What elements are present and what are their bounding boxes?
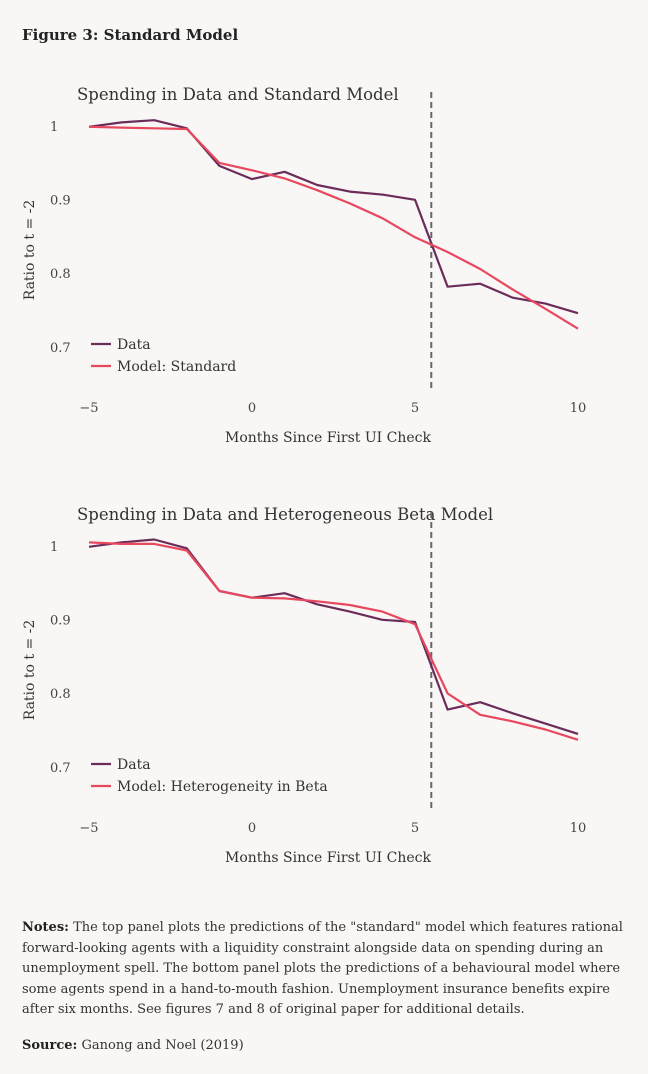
x-tick-label: 5 — [411, 401, 419, 416]
x-tick-label: 10 — [570, 821, 587, 836]
chart-title: Spending in Data and Heterogeneous Beta … — [77, 505, 493, 524]
y-tick-label: 0.9 — [50, 193, 71, 208]
legend-label: Data — [117, 337, 151, 353]
top-chart: Spending in Data and Standard Model 0.7 0.… — [22, 85, 587, 446]
x-tick-label: 5 — [411, 821, 419, 836]
chart-title: Spending in Data and Standard Model — [77, 85, 399, 104]
legend-label: Data — [117, 757, 151, 773]
legend-label: Model: Standard — [117, 359, 236, 375]
y-tick-label: 0.8 — [50, 687, 71, 702]
notes-text: The top panel plots the predictions of t… — [22, 920, 623, 1017]
notes-label: Notes: — [22, 920, 69, 935]
x-tick-label: 0 — [248, 821, 256, 836]
source-label: Source: — [22, 1038, 78, 1053]
y-tick-label: 0.9 — [50, 613, 71, 628]
source: Source: Ganong and Noel (2019) — [22, 1038, 244, 1053]
y-tick-label: 1 — [50, 120, 58, 135]
x-tick-label: −5 — [79, 401, 98, 416]
figure-title: Figure 3: Standard Model — [22, 26, 239, 44]
x-tick-label: −5 — [79, 821, 98, 836]
series-line-data — [88, 119, 579, 315]
series-line-model — [88, 541, 579, 741]
y-tick-label: 1 — [50, 540, 58, 555]
x-axis-label: Months Since First UI Check — [225, 430, 431, 446]
bottom-chart: Spending in Data and Heterogeneous Beta … — [22, 505, 587, 866]
x-axis-label: Months Since First UI Check — [225, 850, 431, 866]
legend-label: Model: Heterogeneity in Beta — [117, 779, 328, 795]
series-line-data — [88, 538, 579, 735]
y-axis-label: Ratio to t = -2 — [22, 200, 38, 301]
y-tick-label: 0.7 — [50, 761, 71, 776]
y-axis-label: Ratio to t = -2 — [22, 620, 38, 721]
source-text: Ganong and Noel (2019) — [81, 1038, 244, 1053]
series-line-model — [88, 125, 579, 330]
x-tick-label: 10 — [570, 401, 587, 416]
x-tick-label: 0 — [248, 401, 256, 416]
y-tick-label: 0.8 — [50, 267, 71, 282]
notes: Notes: The top panel plots the predictio… — [22, 918, 630, 1021]
y-tick-label: 0.7 — [50, 341, 71, 356]
